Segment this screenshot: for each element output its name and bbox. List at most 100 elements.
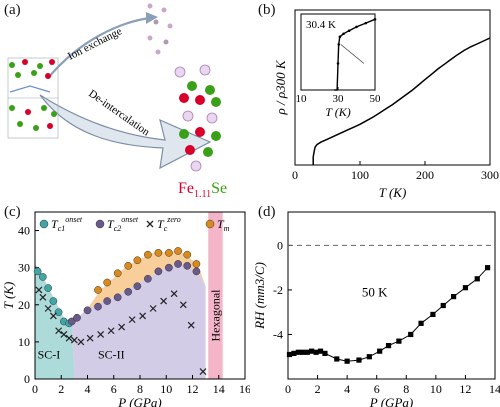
c-point-tc2-onset [73, 313, 81, 322]
ion-exchange-arrowhead [146, 12, 158, 24]
c-point-tc1-onset [33, 267, 42, 276]
c-point-tc-zero [139, 312, 147, 320]
c-point-tc-zero [55, 327, 63, 335]
d-point [485, 265, 491, 271]
c-point-tc2-onset [192, 267, 201, 276]
c-legend-label: Tc1onset [51, 215, 83, 233]
b-inset-xtick-label: 10 [296, 93, 308, 105]
c-point-tc1-onset [39, 273, 47, 281]
c-point-tm [103, 278, 112, 287]
d-point [418, 320, 424, 326]
b-inset-xlabel: T (K) [325, 105, 350, 119]
d-point [474, 276, 480, 282]
c-ytick-label: 40 [18, 224, 30, 238]
c-legend-label: Tc2onset [107, 215, 139, 233]
chart-c: Hexagonal SC-I SC-II 0 2 4 6 8 10 12 14 16 0 10 20 30 40… [1, 211, 250, 407]
c-point-tm [133, 256, 142, 265]
c-point-tm [183, 250, 192, 259]
c-ytick-label: 10 [18, 335, 30, 349]
c-point-tc-zero [179, 301, 187, 309]
d-point [334, 356, 340, 362]
d-plot-frame [287, 211, 496, 380]
formula-subscript: 1.11 [194, 189, 211, 200]
d-point [440, 302, 446, 309]
b-xtick-label: 200 [416, 168, 434, 182]
c-point-tc2-onset [124, 287, 133, 296]
c-xtick-label: 0 [32, 382, 38, 396]
d-point [377, 348, 383, 354]
d-point [286, 351, 293, 358]
d-xlabel: P (GPa) [369, 395, 413, 407]
c-ytick-label: 30 [18, 261, 30, 275]
panel-d-label: (d) [258, 204, 276, 220]
c-legend-label: Tm [217, 217, 230, 233]
b-inset-point [337, 43, 341, 46]
d-ytick-label: -2 [273, 283, 283, 297]
c-legend-marker [146, 220, 154, 228]
formula-fe: Fe [178, 180, 194, 197]
ion-exchange-text: Ion exchange [66, 25, 124, 63]
c-point-tc-zero [107, 327, 115, 335]
ion-exchange-arc [47, 16, 151, 79]
c-point-tc-zero [128, 316, 136, 324]
c-point-tc2-onset [144, 274, 152, 283]
c-point-tc2-onset [103, 297, 112, 305]
c-ylabel: T (K) [1, 282, 16, 310]
d-point [396, 338, 402, 344]
b-inset-xtick-label: 50 [370, 93, 382, 105]
b-series-line [312, 37, 491, 158]
d-ylabel: RH (mm3/C) [252, 262, 267, 330]
c-ytick-label: 20 [18, 298, 30, 312]
d-ytick-label: 0 [277, 238, 283, 252]
b-inset-point [373, 18, 377, 21]
c-point-tm [113, 269, 122, 278]
c-point-tc2-onset [154, 267, 163, 276]
d-point [408, 331, 414, 338]
c-point-tc2-onset [67, 317, 76, 326]
b-xlabel: T (K) [379, 185, 407, 200]
c-point-tm [144, 250, 152, 259]
d-point [309, 348, 315, 354]
d-point [451, 294, 457, 300]
b-inset-point [364, 21, 368, 25]
c-legend-marker [39, 219, 49, 229]
d-xtick-label: 4 [344, 382, 350, 396]
c-region-sc2-label: SC-II [98, 348, 125, 362]
c-xtick-label: 8 [137, 382, 143, 396]
c-point-tc-zero [170, 290, 178, 298]
panel-b-label: (b) [258, 2, 276, 18]
c-point-tc2-onset [183, 261, 192, 270]
b-inset-point [336, 62, 340, 65]
c-xtick-label: 14 [213, 382, 225, 396]
c-point-tc-zero [60, 331, 68, 338]
d-point [462, 285, 469, 291]
precursor-crystal [7, 57, 59, 139]
c-point-tc2-onset [83, 306, 92, 315]
b-inset-point [355, 25, 358, 29]
d-point [295, 349, 301, 355]
c-point-tm [165, 248, 173, 257]
c-point-tm [124, 261, 133, 270]
c-region-sc1 [35, 263, 75, 379]
c-point-tc-zero [70, 336, 78, 344]
formula-se: Se [211, 180, 227, 197]
d-ytick-label: -4 [273, 327, 283, 341]
b-inset-line [334, 18, 376, 91]
c-legend-marker [95, 219, 105, 229]
c-point-tc-zero [39, 293, 47, 301]
d-xtick-label: 6 [374, 382, 380, 396]
d-xtick-label: 12 [459, 382, 471, 396]
c-xtick-label: 16 [239, 382, 250, 396]
d-xtick-label: 0 [285, 382, 291, 396]
panel-c-label: (c) [4, 204, 21, 220]
formula: Fe1.11Se [178, 180, 227, 200]
d-xtick-label: 8 [403, 382, 409, 396]
c-point-tc-zero [77, 338, 85, 346]
c-region-hexagonal [208, 212, 223, 379]
d-point [385, 343, 392, 349]
c-point-tc2-onset [174, 260, 182, 268]
c-point-tm [174, 247, 182, 255]
c-xtick-label: 12 [187, 382, 199, 396]
c-point-tc-zero [49, 312, 57, 320]
d-point [304, 349, 310, 355]
